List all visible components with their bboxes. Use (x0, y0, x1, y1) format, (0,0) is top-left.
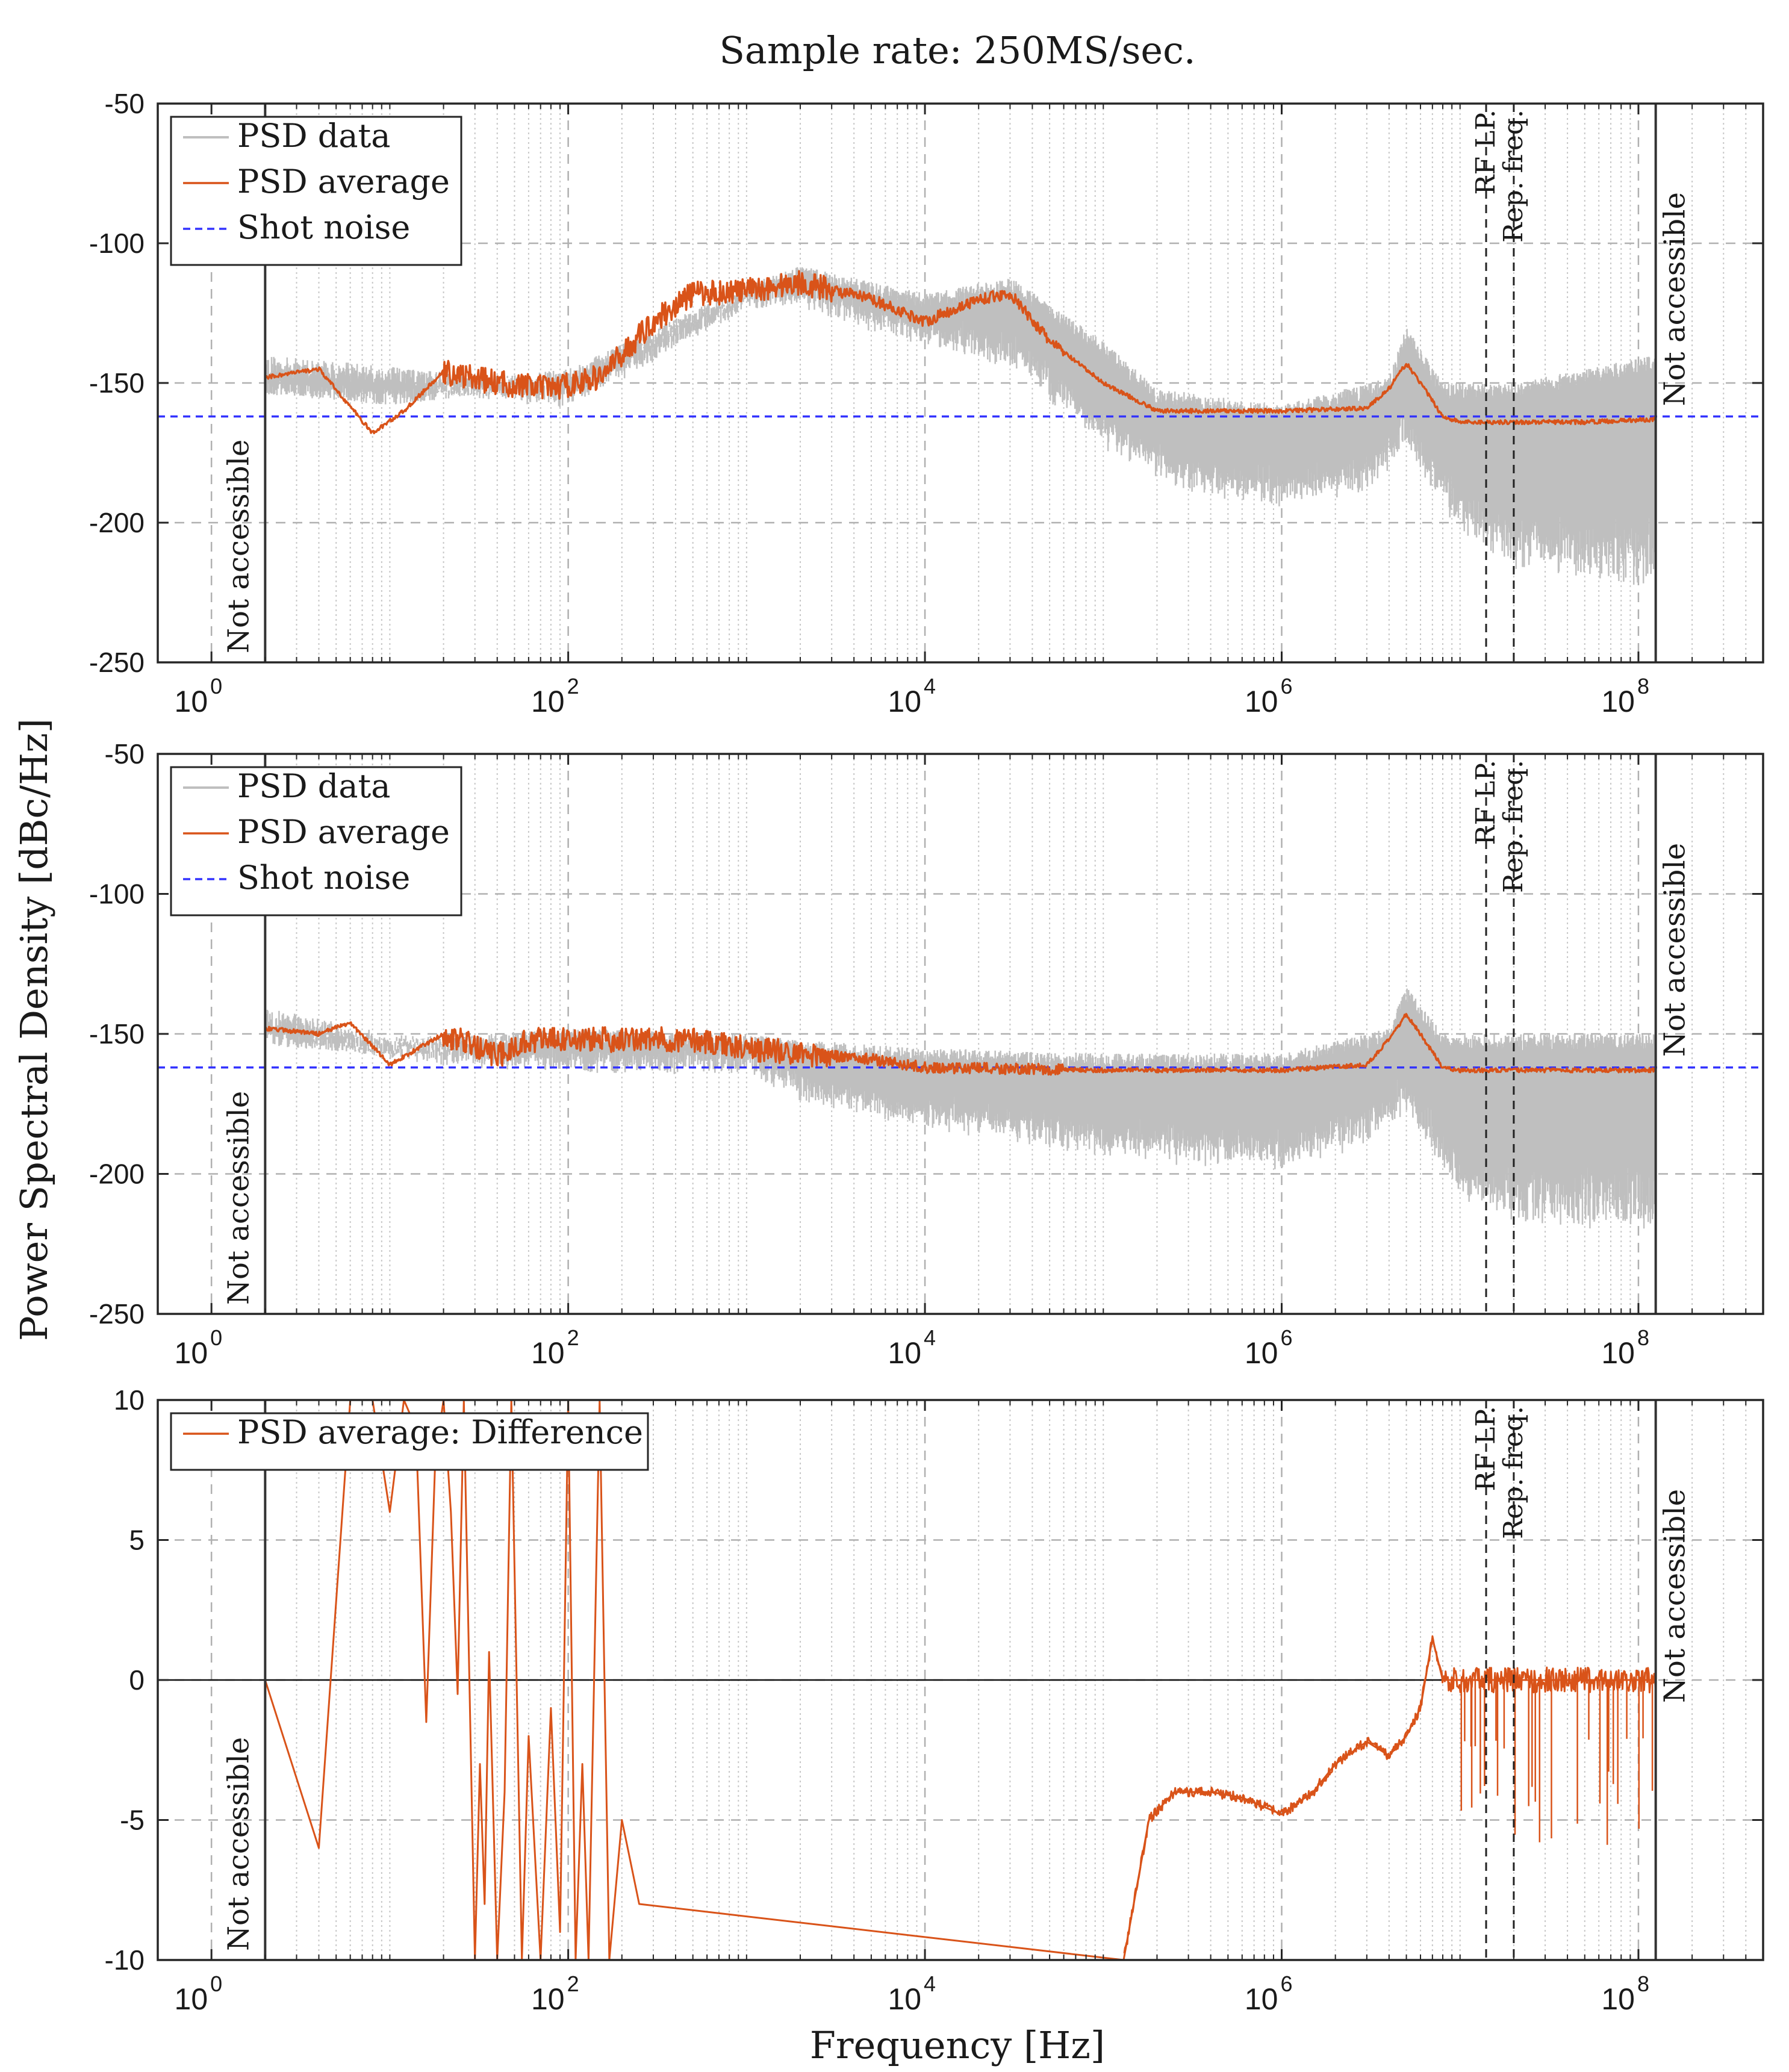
x-tick-label: 10 (1601, 685, 1635, 718)
x-tick-label-exponent: 8 (1637, 674, 1649, 698)
x-tick-label: 10 (1601, 1336, 1635, 1370)
psd-average-difference-detail (1123, 1635, 1657, 1954)
y-tick-label: -250 (89, 1298, 145, 1330)
legend: PSD data PSD average Shot noise (170, 116, 462, 266)
legend-box (170, 766, 462, 916)
legend-label: Shot noise (237, 208, 410, 246)
x-tick-label: 10 (1245, 1982, 1278, 2016)
y-tick-label: -50 (105, 738, 145, 770)
x-tick-label-exponent: 2 (567, 1971, 579, 1996)
rf-lp-label: RF LP. (1470, 110, 1501, 195)
y-axis-label: Power Spectral Density [dBc/Hz] (12, 718, 56, 1341)
not-accessible-right-label: Not accessible (1658, 1489, 1692, 1703)
x-tick-label: 10 (175, 1336, 208, 1370)
y-tick-label: -150 (89, 1018, 145, 1050)
y-tick-label: -200 (89, 1159, 145, 1190)
legend-label: PSD average (237, 163, 450, 201)
rf-lp-label: RF LP. (1470, 760, 1501, 845)
y-tick-label: -50 (105, 88, 145, 119)
rep-freq-label: Rep. freq. (1498, 1406, 1529, 1539)
x-tick-label-exponent: 8 (1637, 1971, 1649, 1996)
not-accessible-right-label: Not accessible (1658, 843, 1692, 1057)
x-tick-label-exponent: 2 (567, 1325, 579, 1350)
x-tick-label: 10 (175, 685, 208, 718)
difference-panel-bottom: Not accessible Not accessible RF LP.Rep. f… (105, 1384, 1764, 2016)
y-tick-label: -250 (89, 647, 145, 678)
x-tick-label-exponent: 0 (210, 674, 222, 698)
y-tick-label: 5 (129, 1525, 145, 1556)
legend-label: Shot noise (237, 859, 410, 897)
rep-freq-label: Rep. freq. (1498, 760, 1529, 893)
x-tick-label-exponent: 0 (210, 1971, 222, 1996)
tick-marks (158, 1399, 1764, 1961)
x-tick-label: 10 (175, 1982, 208, 2016)
x-tick-label-exponent: 6 (1281, 1971, 1293, 1996)
x-axis-label: Frequency [Hz] (810, 2023, 1105, 2067)
tick-marks (158, 102, 1764, 664)
x-tick-label: 10 (531, 1336, 565, 1370)
x-tick-label-exponent: 4 (924, 1971, 936, 1996)
legend-label: PSD data (237, 117, 390, 155)
psd-panel-top: Not accessible Not accessible RF LP.Rep. f… (89, 88, 1764, 718)
psd-panel-middle: Not accessible Not accessible RF LP.Rep. f… (89, 738, 1764, 1370)
legend: PSD data PSD average Shot noise (170, 766, 462, 916)
y-tick-label: -10 (105, 1944, 145, 1976)
y-tick-label: -100 (89, 879, 145, 910)
y-tick-label: -200 (89, 507, 145, 538)
tick-marks (158, 753, 1764, 1315)
x-tick-label: 10 (1601, 1982, 1635, 2016)
not-accessible-left-label: Not accessible (222, 440, 255, 653)
y-tick-label: 0 (129, 1664, 145, 1696)
not-accessible-left-label: Not accessible (222, 1737, 255, 1951)
rep-freq-label: Rep. freq. (1498, 110, 1529, 243)
not-accessible-left-label: Not accessible (222, 1091, 255, 1305)
psd-average-trace (264, 270, 1657, 435)
x-tick-label-exponent: 6 (1281, 1325, 1293, 1350)
x-tick-label: 10 (1245, 685, 1278, 718)
figure-title: Sample rate: 250MS/sec. (719, 28, 1195, 72)
legend-label: PSD data (237, 767, 390, 805)
difference-spikes (1460, 1680, 1654, 1845)
legend-box (170, 116, 462, 266)
x-tick-label: 10 (531, 685, 565, 718)
rf-lp-label: RF LP. (1470, 1406, 1501, 1492)
psd-average-trace (264, 1013, 1657, 1076)
x-tick-label: 10 (888, 685, 921, 718)
legend-box (170, 1412, 649, 1471)
x-tick-label-exponent: 8 (1637, 1325, 1649, 1350)
not-accessible-right-label: Not accessible (1658, 192, 1692, 406)
y-tick-label: -100 (89, 228, 145, 259)
y-tick-label: -5 (120, 1805, 145, 1836)
y-tick-label: -150 (89, 367, 145, 399)
x-tick-label: 10 (1245, 1336, 1278, 1370)
x-tick-label: 10 (888, 1336, 921, 1370)
y-tick-label: 10 (114, 1384, 145, 1416)
x-tick-label: 10 (888, 1982, 921, 2016)
x-tick-label-exponent: 2 (567, 674, 579, 698)
x-tick-label-exponent: 0 (210, 1325, 222, 1350)
x-tick-label-exponent: 4 (924, 674, 936, 698)
x-tick-label-exponent: 4 (924, 1325, 936, 1350)
x-tick-label: 10 (531, 1982, 565, 2016)
legend-label: PSD average (237, 813, 450, 851)
legend-label: PSD average: Difference (237, 1413, 643, 1451)
x-tick-label-exponent: 6 (1281, 674, 1293, 698)
legend: PSD average: Difference (170, 1412, 649, 1471)
